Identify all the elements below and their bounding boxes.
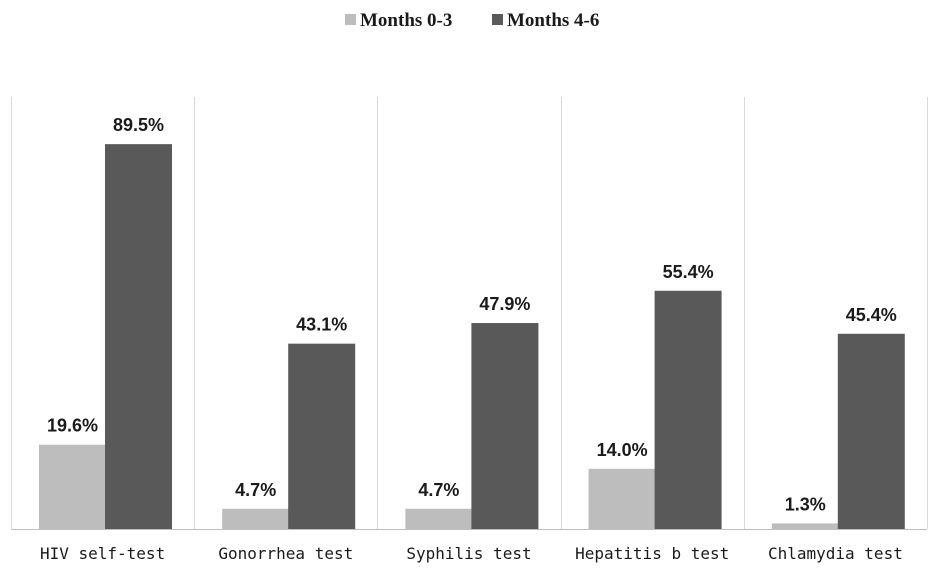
bar-months-4-6 [654, 290, 722, 529]
legend-swatch-months-4-6 [492, 14, 503, 25]
bar-months-4-6 [837, 333, 905, 529]
category-label: Syphilis test [406, 544, 531, 563]
bar-months-0-3 [405, 508, 473, 529]
data-label: 19.6% [47, 416, 98, 436]
bar-months-4-6 [105, 144, 172, 529]
data-label: 45.4% [846, 305, 897, 325]
data-label: 89.5% [113, 115, 164, 135]
data-label: 14.0% [597, 440, 648, 460]
bar-months-0-3 [588, 468, 656, 529]
legend: Months 0-3 Months 4-6 [345, 10, 599, 31]
bar-months-0-3 [39, 444, 106, 529]
legend-label-months-0-3: Months 0-3 [360, 10, 452, 31]
data-label: 1.3% [785, 494, 826, 514]
category-label: HIV self-test [40, 544, 165, 563]
bar-months-0-3 [222, 508, 290, 529]
category-label: Hepatitis b test [575, 544, 729, 563]
data-label: 55.4% [663, 262, 714, 282]
plot-area: 19.6% 89.5% HIV self-test 4.7% 43.1% Gonorrhe… [11, 97, 928, 563]
data-label: 4.7% [235, 480, 276, 500]
bar-months-0-3 [771, 523, 839, 529]
data-label: 47.9% [479, 294, 530, 314]
data-label: 4.7% [418, 480, 459, 500]
legend-label-months-4-6: Months 4-6 [507, 10, 599, 31]
legend-swatch-months-0-3 [345, 14, 356, 25]
bar-months-4-6 [288, 343, 356, 529]
bar-months-4-6 [471, 323, 539, 529]
data-label: 43.1% [296, 315, 347, 335]
category-label: Chlamydia test [768, 544, 903, 563]
category-label: Gonorrhea test [218, 544, 353, 563]
